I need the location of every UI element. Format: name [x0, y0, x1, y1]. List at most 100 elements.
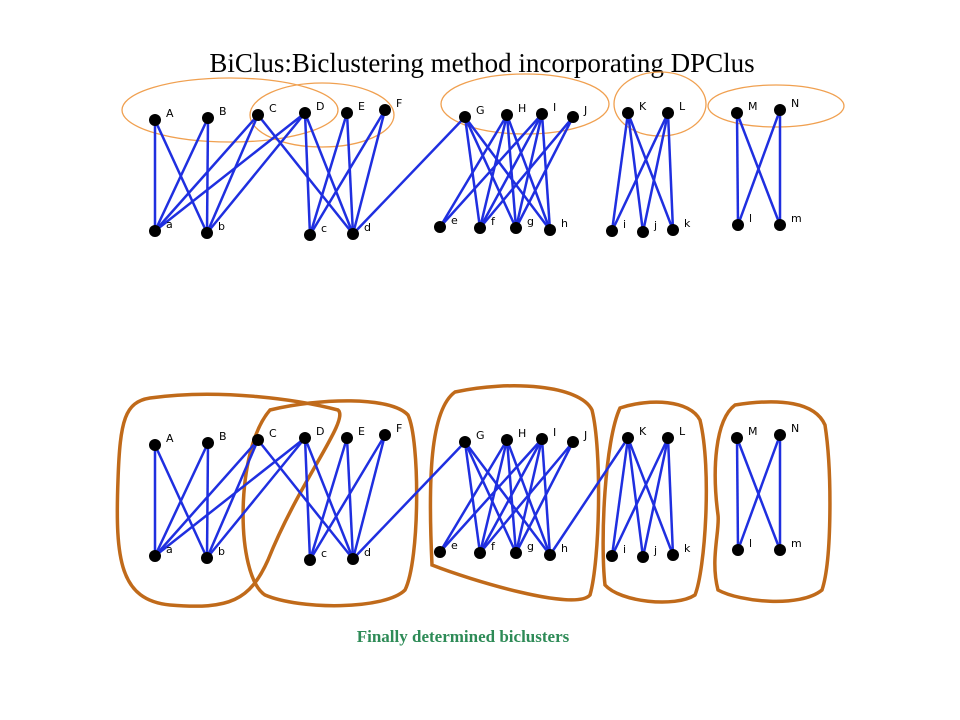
node [536, 108, 548, 120]
node [662, 432, 674, 444]
edge [626, 112, 645, 233]
edge [345, 437, 355, 560]
node [637, 226, 649, 238]
node [667, 549, 679, 561]
node-label: a [166, 218, 173, 231]
node-label: D [316, 100, 324, 113]
edge [438, 114, 509, 228]
node-label: f [491, 215, 496, 228]
edge [626, 437, 645, 558]
edge [478, 114, 509, 229]
node-label: b [218, 545, 225, 558]
node [544, 549, 556, 561]
group-outline [613, 71, 707, 137]
node [622, 107, 634, 119]
node [347, 228, 359, 240]
node [304, 229, 316, 241]
node-label: B [219, 105, 227, 118]
edge [154, 439, 259, 557]
node-label: N [791, 422, 799, 435]
edge [478, 438, 544, 554]
node-label: N [791, 97, 799, 110]
node-label: L [679, 100, 686, 113]
edge [308, 434, 387, 561]
edge [205, 439, 260, 559]
edge [479, 116, 574, 229]
node-label: i [623, 543, 626, 556]
group-outline [121, 77, 339, 143]
edge [641, 437, 670, 558]
edge [666, 437, 675, 556]
edge [206, 112, 306, 234]
node-label: D [316, 425, 324, 438]
node [774, 544, 786, 556]
edge [478, 113, 544, 229]
node [731, 432, 743, 444]
node-label: C [269, 427, 277, 440]
edge [303, 437, 312, 561]
node [774, 219, 786, 231]
node-label: b [218, 220, 225, 233]
edge [352, 116, 466, 235]
group-outline [707, 84, 845, 128]
edge [352, 441, 466, 560]
edge [205, 117, 210, 234]
edge [736, 109, 782, 226]
edge [478, 439, 509, 554]
edge [464, 441, 551, 556]
edge [626, 437, 675, 556]
node [347, 553, 359, 565]
node-label: J [583, 104, 587, 117]
edge [735, 112, 740, 226]
node [149, 114, 161, 126]
edge [439, 113, 543, 228]
edge [351, 434, 387, 560]
node-label: g [527, 215, 534, 228]
group-outline [601, 400, 709, 604]
node-label: M [748, 100, 758, 113]
group-outline [428, 384, 601, 602]
node-label: K [639, 100, 647, 113]
edge [610, 437, 630, 557]
node-label: k [684, 542, 691, 555]
node-label: E [358, 425, 365, 438]
edge [666, 112, 675, 231]
node [459, 436, 471, 448]
node-label: h [561, 542, 568, 555]
node [434, 546, 446, 558]
node [149, 225, 161, 237]
node [774, 104, 786, 116]
edge [351, 109, 387, 235]
title: BiClus:Biclustering method incorporating… [209, 48, 754, 78]
node [637, 551, 649, 563]
node-label: l [749, 537, 752, 550]
node-label: K [639, 425, 647, 438]
edge [610, 112, 630, 232]
node-label: d [364, 546, 371, 559]
node [304, 554, 316, 566]
node-label: E [358, 100, 365, 113]
edge [345, 112, 355, 235]
node-label: F [396, 97, 402, 110]
node-label: d [364, 221, 371, 234]
group-outline [115, 392, 342, 608]
node [662, 107, 674, 119]
edge [641, 112, 670, 233]
edge [438, 439, 509, 553]
edge [154, 112, 306, 232]
edge [610, 437, 670, 557]
node-label: c [321, 222, 327, 235]
edge [610, 112, 670, 232]
edge [514, 441, 575, 554]
edge [257, 114, 354, 235]
edge [736, 434, 782, 551]
edge [626, 112, 675, 231]
edge [735, 437, 740, 551]
group-outline [249, 82, 395, 148]
node [341, 107, 353, 119]
node [544, 224, 556, 236]
node-label: a [166, 543, 173, 556]
node-label: J [583, 429, 587, 442]
node-label: e [451, 539, 458, 552]
